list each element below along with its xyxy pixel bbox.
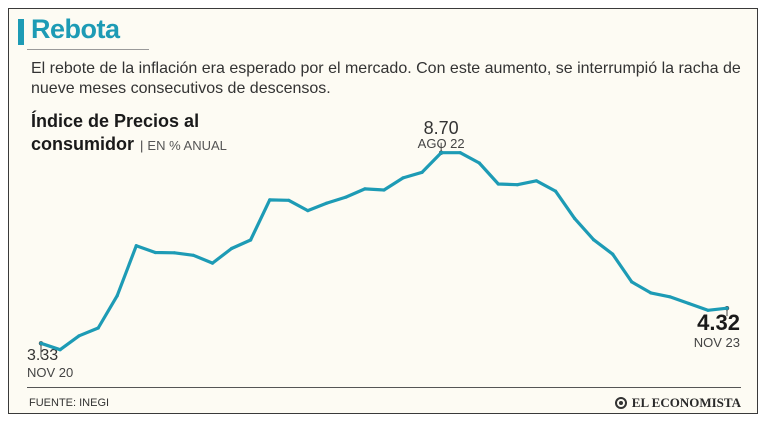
data-point <box>39 341 43 345</box>
data-point <box>687 301 691 306</box>
data-point <box>115 294 119 298</box>
headline-divider <box>27 49 149 50</box>
data-point <box>439 151 443 155</box>
data-point <box>268 198 272 202</box>
data-point <box>553 189 558 193</box>
data-point <box>96 326 100 330</box>
start-date-label: NOV 20 <box>27 365 73 380</box>
data-point <box>725 306 729 310</box>
infographic-card: Rebota El rebote de la inflación era esp… <box>8 8 758 414</box>
headline: Rebota <box>31 14 120 44</box>
data-point <box>420 170 424 174</box>
data-point <box>172 251 176 255</box>
source-note: FUENTE: INEGI <box>29 397 110 409</box>
data-point <box>249 238 253 242</box>
data-point <box>401 176 405 180</box>
data-point <box>592 238 596 242</box>
peak-date-label: AGO 22 <box>418 136 465 151</box>
data-point <box>344 195 348 199</box>
chart-unit-label: EN % ANUAL <box>147 138 227 153</box>
data-point <box>287 198 291 202</box>
brand-name: EL ECONOMISTA <box>631 395 741 410</box>
footer-divider <box>27 387 741 388</box>
series-line <box>39 151 729 352</box>
data-point <box>668 295 672 299</box>
peak-value-label: 8.70 <box>424 118 459 138</box>
data-point <box>306 209 310 213</box>
data-point <box>611 252 615 256</box>
chart-unit: | EN % ANUAL <box>140 138 227 153</box>
data-point <box>210 261 215 265</box>
start-value-label: 3.33 <box>27 347 58 364</box>
brand-logo: EL ECONOMISTA <box>614 395 741 411</box>
data-point <box>534 179 539 183</box>
chart-title-line1: Índice de Precios al <box>31 111 200 131</box>
chart-title-line2: consumidor <box>31 134 135 154</box>
data-point <box>496 182 500 186</box>
data-point <box>477 161 481 165</box>
data-point <box>515 183 519 187</box>
data-point <box>230 246 234 251</box>
intro-text: El rebote de la inflación era esperado p… <box>31 60 741 97</box>
title-accent-bar <box>18 19 24 45</box>
data-point <box>325 201 329 205</box>
data-point <box>649 291 653 295</box>
data-point <box>382 188 386 192</box>
data-point <box>630 280 634 284</box>
end-date-label: NOV 23 <box>694 335 740 350</box>
data-point <box>58 348 62 352</box>
data-point <box>573 216 577 220</box>
data-point <box>363 187 367 191</box>
data-point <box>458 151 462 155</box>
data-point <box>134 244 138 248</box>
data-point <box>77 334 81 338</box>
data-point <box>706 308 710 312</box>
data-point <box>153 250 157 255</box>
data-point <box>191 253 195 257</box>
chart-title: Índice de Precios al consumidor | EN % AN… <box>31 110 227 157</box>
brand-logo-icon <box>614 397 627 409</box>
end-value-label: 4.32 <box>697 310 740 335</box>
